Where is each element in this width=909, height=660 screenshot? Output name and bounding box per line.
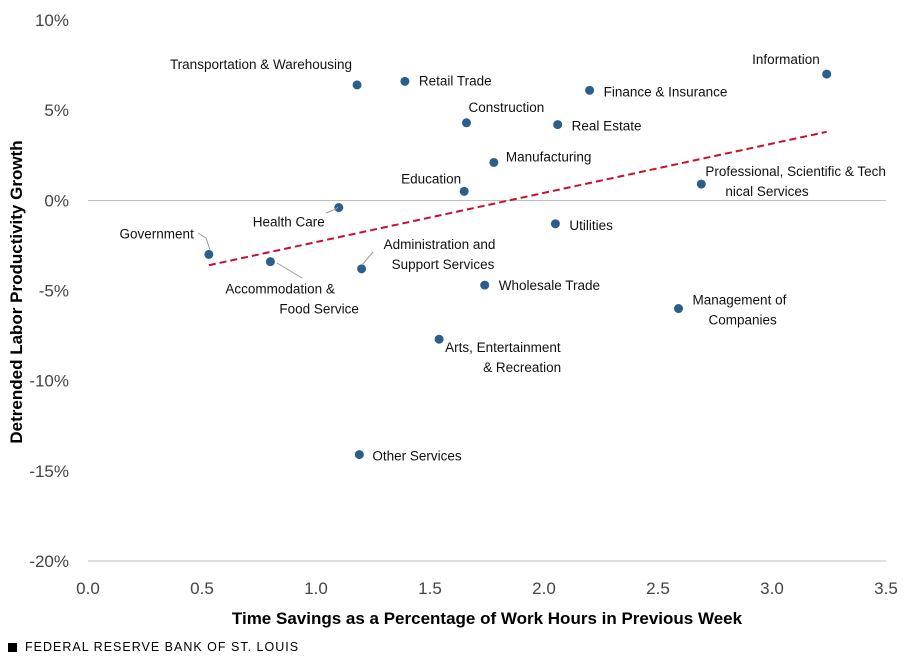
data-point: [822, 69, 832, 79]
data-point: [265, 257, 275, 267]
y-axis-title: Detrended Labor Productivity Growth: [7, 140, 26, 443]
leader-line: [197, 232, 211, 251]
data-point: [674, 304, 684, 314]
y-tick-label: -10%: [29, 372, 69, 391]
y-tick-label: -5%: [39, 282, 69, 301]
footer-text: FEDERAL RESERVE BANK OF ST. LOUIS: [25, 640, 300, 654]
x-tick-label: 0.5: [190, 579, 214, 598]
point-label: Accommodation & Food Service: [225, 282, 359, 317]
data-point: [459, 186, 469, 196]
point-label: Finance & Insurance: [604, 84, 728, 99]
point-label: Retail Trade: [419, 73, 492, 88]
data-point: [550, 219, 560, 229]
point-label: Wholesale Trade: [499, 278, 600, 293]
data-point: [352, 80, 362, 90]
data-point: [585, 85, 595, 95]
y-tick-label: 5%: [44, 101, 69, 120]
data-point: [334, 203, 344, 213]
point-label: Other Services: [372, 449, 462, 464]
point-label: Health Care: [253, 215, 325, 230]
x-tick-label: 1.0: [304, 579, 328, 598]
point-label: Professional, Scientific & Tech nical Ser…: [705, 164, 886, 199]
data-point: [354, 450, 364, 460]
x-tick-label: 1.5: [418, 579, 442, 598]
point-label: Real Estate: [572, 119, 642, 134]
point-label: Arts, Entertainment & Recreation: [445, 340, 561, 375]
point-label: Management of Companies: [693, 293, 787, 328]
leader-line: [276, 262, 303, 279]
point-label: Construction: [468, 100, 544, 115]
point-label: Government: [120, 226, 195, 241]
data-point: [553, 120, 563, 130]
data-point: [489, 157, 499, 167]
source-footer: FEDERAL RESERVE BANK OF ST. LOUIS: [8, 640, 299, 654]
x-tick-label: 3.5: [874, 579, 898, 598]
point-label: Transportation & Warehousing: [170, 57, 352, 72]
leader-line: [325, 206, 339, 214]
x-tick-label: 2.5: [646, 579, 670, 598]
y-tick-label: -20%: [29, 552, 69, 571]
data-point: [204, 249, 214, 259]
y-tick-label: -15%: [29, 462, 69, 481]
data-point: [357, 264, 367, 274]
point-label: Information: [752, 52, 820, 67]
data-point: [696, 179, 706, 189]
x-tick-label: 2.0: [532, 579, 556, 598]
x-axis-title: Time Savings as a Percentage of Work Hou…: [232, 609, 743, 628]
point-label: Education: [401, 171, 461, 186]
data-point: [461, 118, 471, 128]
data-point: [434, 334, 444, 344]
point-label: Utilities: [569, 218, 613, 233]
trendline: [208, 130, 827, 267]
data-point: [400, 76, 410, 86]
point-label: Administration and Support Services: [384, 237, 496, 272]
data-point: [480, 280, 490, 290]
leader-line: [361, 251, 374, 266]
y-tick-label: 10%: [35, 11, 69, 30]
x-tick-label: 3.0: [760, 579, 784, 598]
point-label: Manufacturing: [506, 149, 592, 164]
x-tick-label: 0.0: [76, 579, 100, 598]
y-tick-label: 0%: [44, 191, 69, 210]
footer-square-icon: [8, 642, 17, 652]
